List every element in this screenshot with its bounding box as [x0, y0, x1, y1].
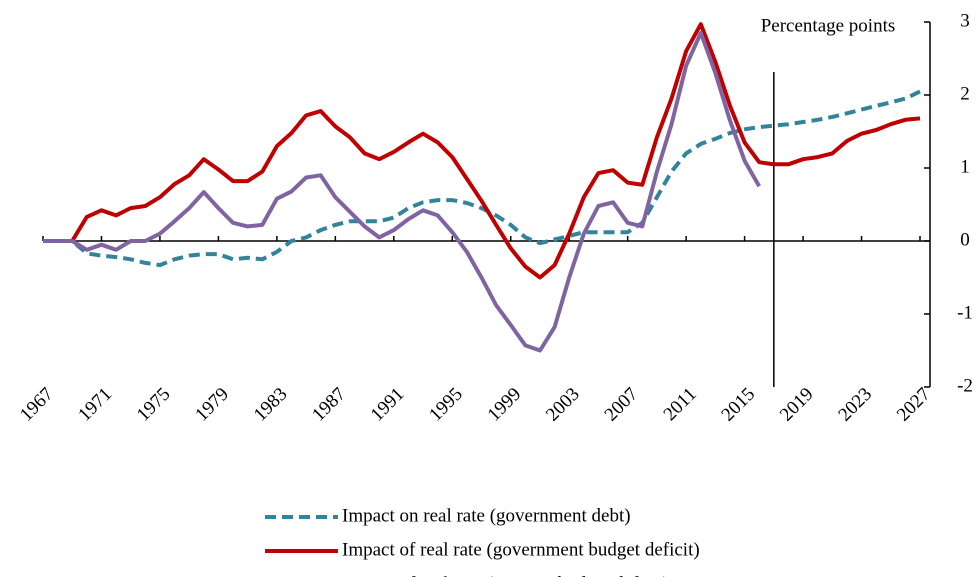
y-tick-label: 1: [960, 156, 970, 177]
series-line: [43, 89, 921, 268]
x-tick-label: 2007: [601, 384, 643, 426]
y-tick-label: 3: [960, 10, 970, 31]
y-tick-label: -1: [957, 302, 973, 323]
x-tick-label: 1999: [484, 384, 526, 426]
y-tick-label: -2: [957, 375, 973, 396]
series-line: [43, 30, 761, 353]
x-tick-label: 1979: [191, 384, 233, 426]
x-tick-label: 1975: [133, 384, 175, 426]
series-line: [43, 22, 921, 280]
x-tick-label: 1983: [250, 384, 292, 426]
x-tick-label: 2027: [893, 384, 935, 426]
legend-label: Impact of real rate (government budget d…: [342, 539, 700, 560]
unit-annotation: Percentage points: [761, 15, 896, 36]
x-tick-label: 2015: [717, 384, 759, 426]
x-tick-label: 2011: [660, 384, 701, 425]
x-tick-label: 1967: [16, 384, 58, 426]
x-tick-label: 2003: [542, 384, 584, 426]
x-tick-label: 2019: [776, 384, 818, 426]
y-tick-label: 2: [960, 83, 970, 104]
x-tick-label: 1971: [74, 384, 116, 426]
y-tick-label: 0: [960, 229, 970, 250]
x-tick-label: 1991: [367, 384, 409, 426]
x-tick-label: 2023: [834, 384, 876, 426]
x-tick-label: 1995: [425, 384, 467, 426]
legend-label: Impact of real rate (primary budget defi…: [342, 573, 669, 577]
legend-label: Impact on real rate (government debt): [342, 505, 631, 526]
x-tick-label: 1987: [308, 384, 350, 426]
